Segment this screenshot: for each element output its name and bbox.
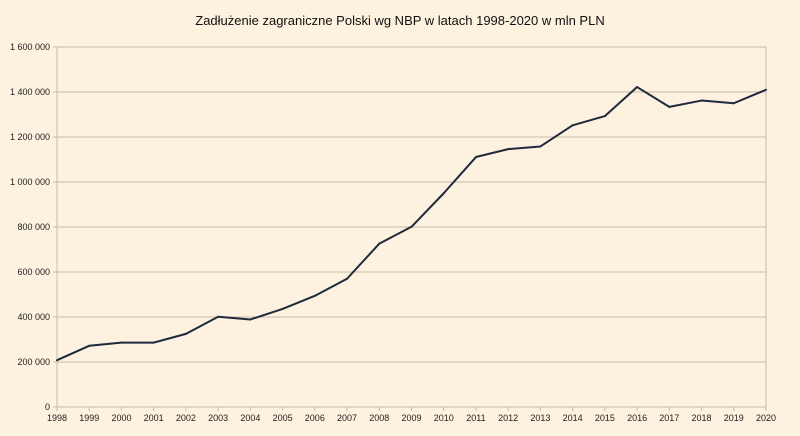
x-tick-label: 2010 — [434, 413, 454, 423]
x-tick-label: 1998 — [47, 413, 67, 423]
y-tick-label: 800 000 — [17, 222, 50, 232]
x-tick-label: 2018 — [692, 413, 712, 423]
x-tick-label: 2017 — [659, 413, 679, 423]
data-point — [571, 124, 574, 127]
x-tick-label: 2005 — [273, 413, 293, 423]
x-tick-label: 2007 — [337, 413, 357, 423]
x-tick-label: 2012 — [498, 413, 518, 423]
x-tick-label: 2004 — [240, 413, 260, 423]
data-point — [313, 294, 316, 297]
x-tick-label: 1999 — [79, 413, 99, 423]
data-point — [217, 315, 220, 318]
chart-title: Zadłużenie zagraniczne Polski wg NBP w l… — [195, 13, 605, 28]
x-tick-label: 2003 — [208, 413, 228, 423]
data-point — [765, 88, 767, 91]
x-tick-label: 2002 — [176, 413, 196, 423]
series-line — [56, 86, 767, 362]
data-point — [539, 145, 542, 148]
data-point — [120, 341, 123, 344]
data-point — [668, 105, 671, 108]
data-point — [88, 344, 91, 347]
y-tick-label: 400 000 — [17, 312, 50, 322]
x-tick-label: 2020 — [756, 413, 776, 423]
data-point — [474, 156, 477, 159]
y-tick-label: 1 600 000 — [10, 42, 50, 52]
data-point — [56, 359, 58, 362]
y-tick-label: 600 000 — [17, 267, 50, 277]
y-tick-label: 1 400 000 — [10, 87, 50, 97]
x-tick-label: 2006 — [305, 413, 325, 423]
x-tick-label: 2013 — [530, 413, 550, 423]
data-point — [732, 102, 735, 105]
data-point — [184, 332, 187, 335]
x-tick-label: 2014 — [563, 413, 583, 423]
data-point — [442, 192, 445, 195]
data-point — [378, 242, 381, 245]
x-tick-label: 2016 — [627, 413, 647, 423]
x-tick-label: 2001 — [144, 413, 164, 423]
data-point — [281, 307, 284, 310]
data-point — [603, 115, 606, 118]
x-tick-label: 2011 — [466, 413, 485, 423]
x-tick-label: 2009 — [401, 413, 421, 423]
x-tick-label: 2008 — [369, 413, 389, 423]
data-point — [700, 99, 703, 102]
x-tick-label: 2015 — [595, 413, 615, 423]
data-point — [249, 318, 252, 321]
y-tick-label: 1 200 000 — [10, 132, 50, 142]
data-point — [507, 148, 510, 151]
data-point — [152, 341, 155, 344]
data-point — [636, 86, 639, 89]
x-tick-label: 2019 — [724, 413, 744, 423]
y-tick-label: 200 000 — [17, 357, 50, 367]
x-tick-label: 2000 — [111, 413, 131, 423]
data-point — [410, 225, 413, 228]
y-tick-label: 0 — [45, 402, 50, 412]
y-tick-label: 1 000 000 — [10, 177, 50, 187]
data-point — [346, 277, 349, 280]
